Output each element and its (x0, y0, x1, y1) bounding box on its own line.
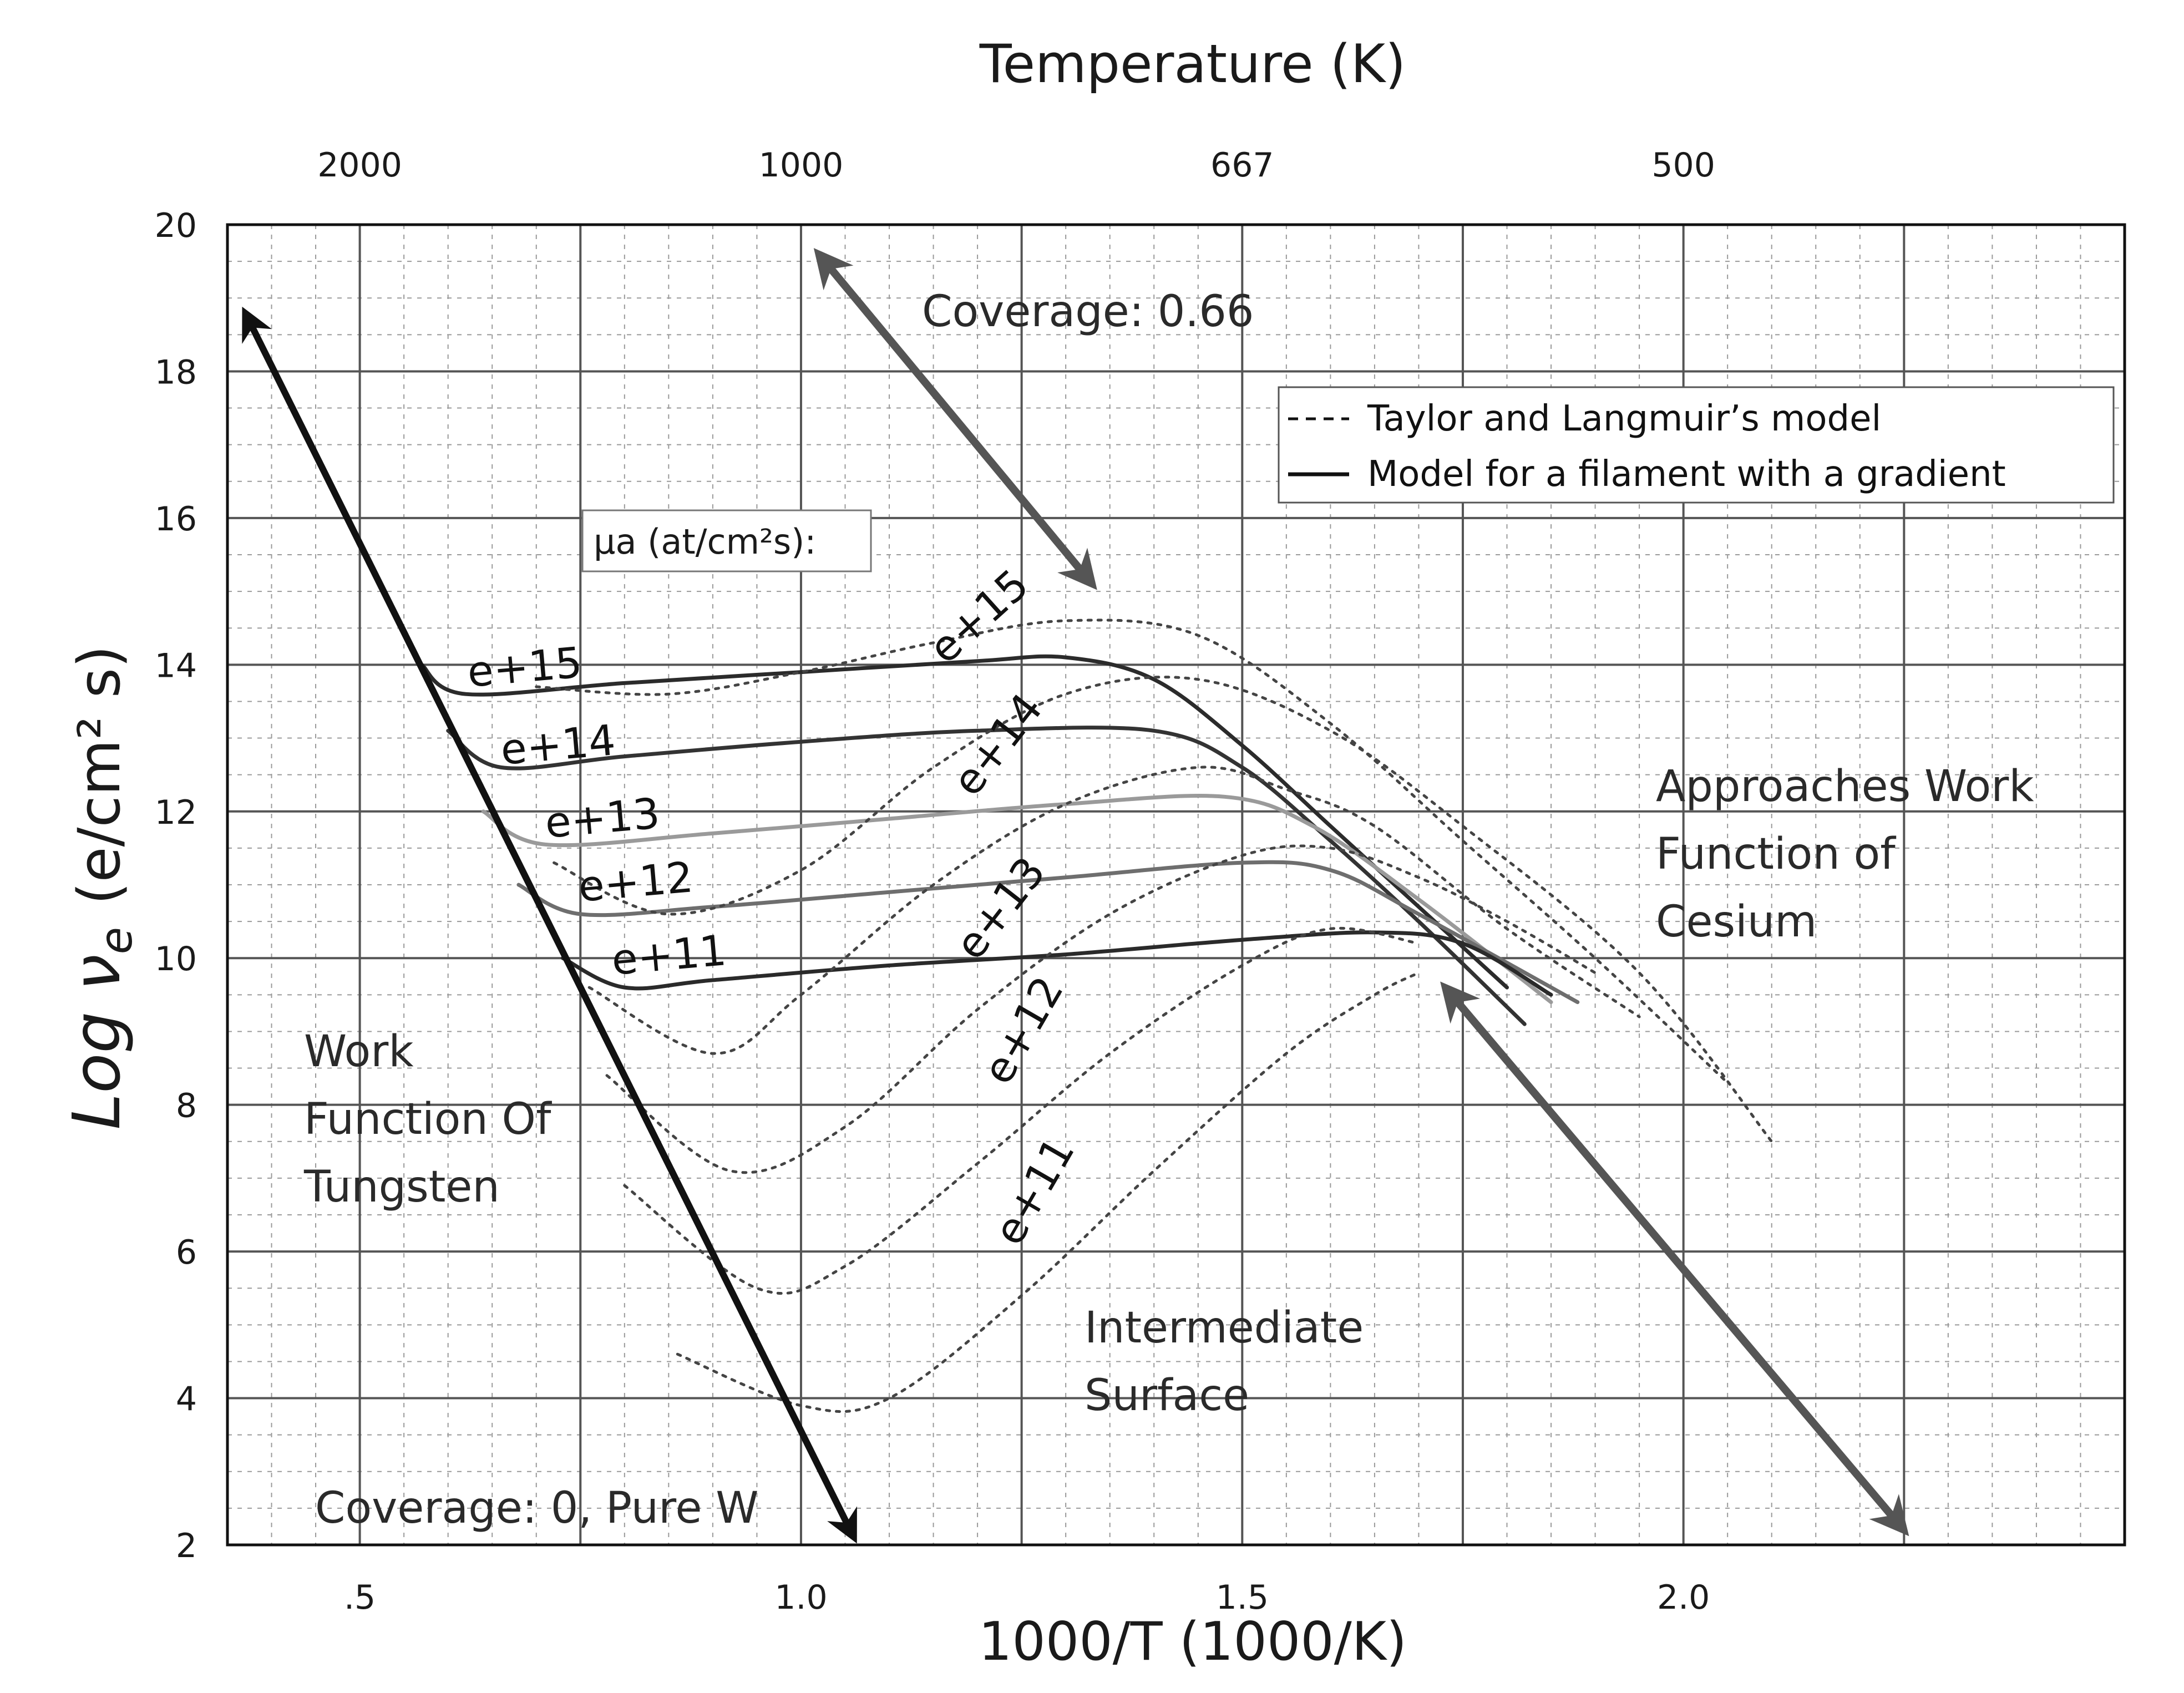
y-tick-label: 2 (176, 1527, 197, 1565)
top-tick-label: 500 (1651, 146, 1715, 185)
annotation-coverage-zero: Coverage: 0, Pure W (315, 1483, 758, 1533)
y-axis-title: Log νe (e/cm² s) (58, 645, 142, 1129)
x-tick-label: .5 (344, 1578, 376, 1617)
y-tick-labels: 2 4 6 8 10 12 14 16 18 20 (155, 206, 197, 1565)
annotation-approaches-cesium: Approaches Work Function of Cesium (1656, 762, 2048, 947)
plot-frame (226, 223, 2126, 1547)
annotation-tungsten-line-1: Work (304, 1027, 414, 1077)
annotation-tungsten-line-3: Tungsten (303, 1162, 500, 1212)
x-tick-label: 1.0 (774, 1578, 827, 1617)
annotation-cesium-line-1: Approaches Work (1656, 762, 2034, 812)
label-solid-e11: e+11 (610, 925, 728, 985)
legend: Taylor and Langmuir’s model Model for a … (1278, 386, 2115, 504)
y-tick-label: 16 (155, 500, 197, 539)
annotation-tungsten-line-2: Function Of (304, 1094, 552, 1144)
annotation-cesium-line-3: Cesium (1656, 897, 1817, 947)
series-dashed-e12 (623, 926, 1420, 1295)
top-tick-label: 667 (1210, 146, 1274, 185)
top-tick-label: 2000 (317, 146, 402, 185)
y-tick-label: 18 (155, 353, 197, 392)
arrow-layer (242, 248, 1909, 1544)
y-axis-title-main: Log ν (58, 954, 135, 1129)
x-tick-label: 1.5 (1216, 1578, 1269, 1617)
annotation-cesium-line-2: Function of (1656, 829, 1896, 879)
x-tick-label: 2.0 (1657, 1578, 1710, 1617)
legend-label-solid: Model for a filament with a gradient (1367, 454, 2006, 495)
label-solid-e15: e+15 (465, 637, 584, 697)
annotation-intermediate-surface: Intermediate Surface (1085, 1303, 1377, 1421)
x-tick-labels: .5 1.0 1.5 2.0 (344, 1578, 1710, 1617)
top-tick-label: 1000 (759, 146, 844, 185)
y-tick-label: 14 (155, 646, 197, 685)
x-axis-title: 1000/T (1000/K) (979, 1611, 1407, 1672)
legend-label-dashed: Taylor and Langmuir’s model (1367, 398, 1881, 439)
annotation-intermediate-line-2: Surface (1085, 1371, 1249, 1421)
annotation-intermediate-line-1: Intermediate (1085, 1303, 1364, 1353)
annotation-coverage-high: Coverage: 0.66 (922, 287, 1254, 337)
coverage-zero-arrow (242, 306, 857, 1544)
legend-frame (1278, 386, 2115, 504)
coverage-high-arrow (813, 248, 1097, 590)
cesium-arrow (1440, 981, 1909, 1537)
annotation-work-function-tungsten: Work Function Of Tungsten (303, 1027, 565, 1212)
y-tick-label: 8 (176, 1087, 197, 1126)
label-solid-e12: e+12 (576, 852, 695, 911)
y-axis-title-sub: e (90, 927, 142, 954)
top-tick-labels: 2000 1000 667 500 (317, 146, 1715, 185)
series-title-box: μa (at/cm²s): (581, 509, 872, 572)
y-tick-label: 12 (155, 793, 197, 832)
series-title-frame (581, 509, 872, 572)
y-tick-label: 10 (155, 940, 197, 979)
series-title: μa (at/cm²s): (594, 521, 816, 562)
label-solid-e13: e+13 (543, 788, 662, 848)
top-axis-title: Temperature (K) (979, 34, 1406, 95)
y-tick-label: 20 (155, 206, 197, 245)
label-solid-e14: e+14 (499, 715, 617, 774)
y-tick-label: 4 (176, 1380, 197, 1419)
y-axis-title-units: (e/cm² s) (65, 645, 133, 905)
y-tick-label: 6 (176, 1233, 197, 1272)
